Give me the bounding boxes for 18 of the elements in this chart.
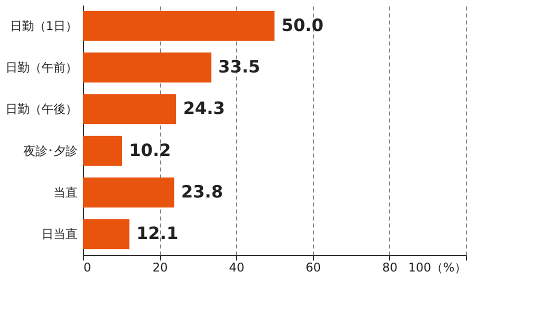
x-tick-label: 40 bbox=[229, 260, 244, 274]
data-label: 12.1 bbox=[136, 224, 178, 244]
y-tick-label: 日勤（午後） bbox=[6, 102, 78, 116]
y-tick-label: 当直 bbox=[54, 186, 78, 200]
x-tick-label: 60 bbox=[306, 260, 321, 274]
data-label: 24.3 bbox=[183, 99, 226, 120]
y-tick-label: 日勤（午前） bbox=[6, 60, 78, 74]
x-tick-label: 100（%） bbox=[408, 260, 466, 274]
y-tick-label: 夜診･夕診 bbox=[24, 144, 78, 158]
data-label: 50.0 bbox=[282, 16, 324, 36]
data-label: 23.8 bbox=[181, 182, 224, 202]
y-tick-label: 日勤（1日） bbox=[10, 18, 78, 33]
x-tick-label: 80 bbox=[382, 260, 398, 274]
x-tick-label: 20 bbox=[152, 260, 168, 274]
y-tick-label: 日当直 bbox=[42, 227, 78, 242]
data-label: 10.2 bbox=[129, 140, 172, 161]
data-label: 33.5 bbox=[218, 58, 260, 78]
x-tick-label: 0 bbox=[84, 260, 92, 274]
